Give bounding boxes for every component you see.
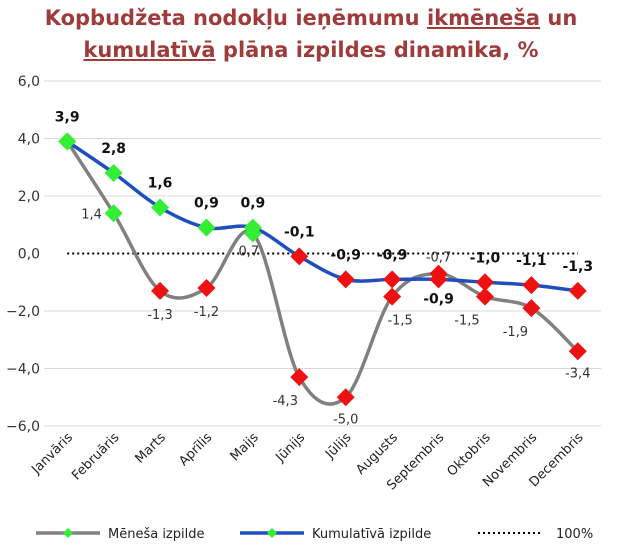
data-label-menesa-izpilde: -1,5 — [387, 314, 412, 329]
legend-label: Kumulatīvā izpilde — [312, 527, 431, 542]
markers-group — [58, 132, 587, 407]
y-tick-label: 4,0 — [18, 132, 40, 148]
point-kumulativa-izpilde — [336, 270, 355, 289]
y-tick-label: −6,0 — [6, 419, 40, 435]
data-label-menesa-izpilde: -1,5 — [454, 314, 479, 329]
data-label-menesa-izpilde: -1,3 — [147, 308, 172, 323]
data-label-menesa-izpilde: -1,2 — [194, 305, 219, 320]
title-text-4: kumulatīvā — [83, 38, 216, 62]
data-label-menesa-izpilde: 0,7 — [239, 244, 260, 259]
data-label-menesa-izpilde: -5,0 — [333, 412, 358, 427]
point-kumulativa-izpilde — [290, 247, 309, 266]
point-kumulativa-izpilde — [475, 273, 494, 292]
x-tick-label: Augusts — [353, 430, 401, 478]
legend-swatch-marker — [63, 528, 73, 538]
y-tick-label: 6,0 — [18, 74, 40, 90]
chart-title: Kopbudžeta nodokļu ieņēmumu ikmēneša un … — [0, 2, 622, 66]
data-label-kumulativa-izpilde: 2,8 — [101, 141, 126, 157]
x-tick-label: Maijs — [228, 430, 262, 464]
x-tick-label: Jūlijs — [322, 430, 354, 462]
title-text-2: ikmēneša — [426, 6, 541, 30]
gridlines — [44, 80, 601, 427]
x-tick-label: Janvāris — [28, 430, 76, 478]
legend-label: 100% — [556, 527, 593, 542]
data-label-kumulativa-izpilde: -1,1 — [516, 253, 547, 269]
data-label-kumulativa-izpilde: -0,9 — [423, 291, 454, 307]
legend-label: Mēneša izpilde — [108, 527, 204, 542]
data-label-menesa-izpilde: -3,4 — [565, 366, 590, 381]
point-kumulativa-izpilde — [197, 218, 216, 237]
data-label-menesa-izpilde: -4,3 — [273, 394, 298, 409]
title-text-3: un — [540, 6, 578, 30]
point-menesa-izpilde — [383, 287, 402, 306]
series-group — [65, 139, 579, 406]
y-tick-label: −4,0 — [6, 362, 40, 378]
data-label-kumulativa-izpilde: -0,1 — [284, 224, 315, 240]
point-kumulativa-izpilde — [58, 132, 77, 151]
data-label-menesa-izpilde: 1,4 — [81, 207, 102, 222]
data-label-menesa-izpilde: -0,7 — [426, 251, 451, 266]
point-menesa-izpilde — [104, 204, 123, 223]
point-kumulativa-izpilde — [243, 218, 262, 237]
x-tick-label: Februāris — [69, 430, 122, 483]
y-tick-label: 0,0 — [18, 247, 40, 263]
point-kumulativa-izpilde — [151, 198, 170, 217]
y-axis: −6,0 −4,0 −2,0 0,0 2,0 4,0 6,0 — [6, 74, 40, 435]
point-menesa-izpilde — [336, 388, 355, 407]
x-tick-label: Jūnijs — [273, 430, 309, 466]
point-kumulativa-izpilde — [383, 270, 402, 289]
y-tick-label: −2,0 — [6, 304, 40, 320]
point-menesa-izpilde — [568, 342, 587, 361]
y-tick-label: 2,0 — [18, 189, 40, 205]
data-label-kumulativa-izpilde: 1,6 — [148, 176, 173, 192]
data-label-kumulativa-izpilde: 3,9 — [55, 109, 80, 125]
data-label-kumulativa-izpilde: 0,9 — [240, 196, 265, 212]
point-kumulativa-izpilde — [568, 281, 587, 300]
point-menesa-izpilde — [522, 299, 541, 318]
point-kumulativa-izpilde — [522, 276, 541, 295]
point-menesa-izpilde — [197, 279, 216, 297]
data-label-kumulativa-izpilde: -0,9 — [330, 247, 361, 263]
point-menesa-izpilde — [475, 287, 494, 306]
data-label-menesa-izpilde: -1,9 — [503, 325, 528, 340]
series-line-menesa-izpilde — [65, 140, 579, 406]
point-kumulativa-izpilde — [104, 164, 123, 182]
data-labels: 1,4 -1,3 -1,2 0,7 -4,3 -5,0 -1,5 -0,7 -1,5 -1,9 -3… — [55, 109, 593, 427]
point-menesa-izpilde — [290, 368, 309, 387]
legend-swatch-marker — [267, 528, 277, 538]
point-menesa-izpilde — [151, 281, 170, 300]
title-text-1: Kopbudžeta nodokļu ieņēmumu — [44, 6, 427, 30]
data-label-kumulativa-izpilde: -0,9 — [377, 247, 408, 263]
title-text-5: plāna izpildes dinamika, % — [215, 38, 539, 62]
x-tick-label: Aprīlis — [176, 430, 215, 469]
data-label-kumulativa-izpilde: -1,0 — [470, 250, 501, 266]
data-label-kumulativa-izpilde: 0,9 — [194, 196, 219, 212]
data-label-kumulativa-izpilde: -1,3 — [562, 259, 593, 275]
x-tick-label: Marts — [133, 430, 170, 467]
legend: Mēneša izpilde Kumulatīvā izpilde 100% — [36, 527, 593, 542]
point-kumulativa-izpilde — [429, 270, 448, 289]
